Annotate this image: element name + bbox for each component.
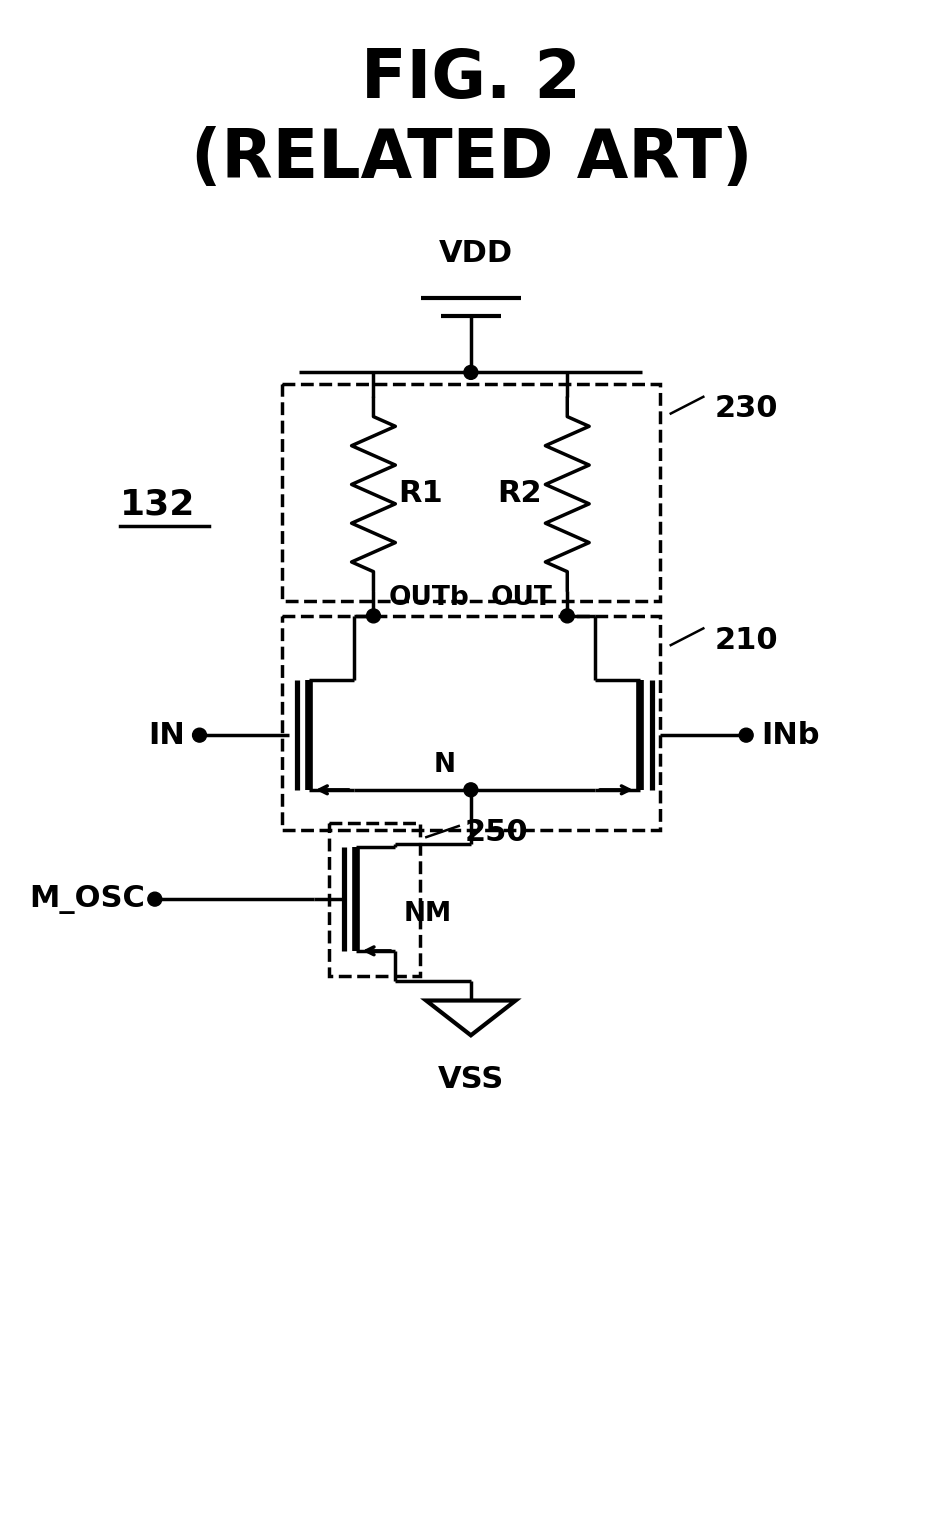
Text: VSS: VSS <box>437 1065 504 1094</box>
Text: FIG. 2: FIG. 2 <box>361 46 580 113</box>
Text: R1: R1 <box>398 479 443 508</box>
Circle shape <box>193 729 206 742</box>
Text: 230: 230 <box>713 394 777 423</box>
Text: OUT: OUT <box>490 586 552 611</box>
Circle shape <box>148 893 162 907</box>
Text: 210: 210 <box>713 625 777 656</box>
Text: IN: IN <box>148 721 184 750</box>
Text: R2: R2 <box>497 479 542 508</box>
Bar <box>282 385 659 601</box>
Circle shape <box>739 729 753 742</box>
Text: M_OSC: M_OSC <box>29 885 145 914</box>
Text: OUTb: OUTb <box>388 586 469 611</box>
Text: (RELATED ART): (RELATED ART) <box>190 126 752 192</box>
Text: 250: 250 <box>464 818 528 847</box>
Text: 132: 132 <box>120 487 196 522</box>
Text: VDD: VDD <box>438 239 512 268</box>
Text: NM: NM <box>402 900 451 928</box>
Circle shape <box>560 608 574 622</box>
Text: N: N <box>433 751 456 777</box>
Bar <box>329 823 419 975</box>
Circle shape <box>463 783 477 797</box>
Bar <box>282 616 659 829</box>
Circle shape <box>366 608 380 622</box>
Circle shape <box>463 365 477 379</box>
Text: INb: INb <box>760 721 819 750</box>
